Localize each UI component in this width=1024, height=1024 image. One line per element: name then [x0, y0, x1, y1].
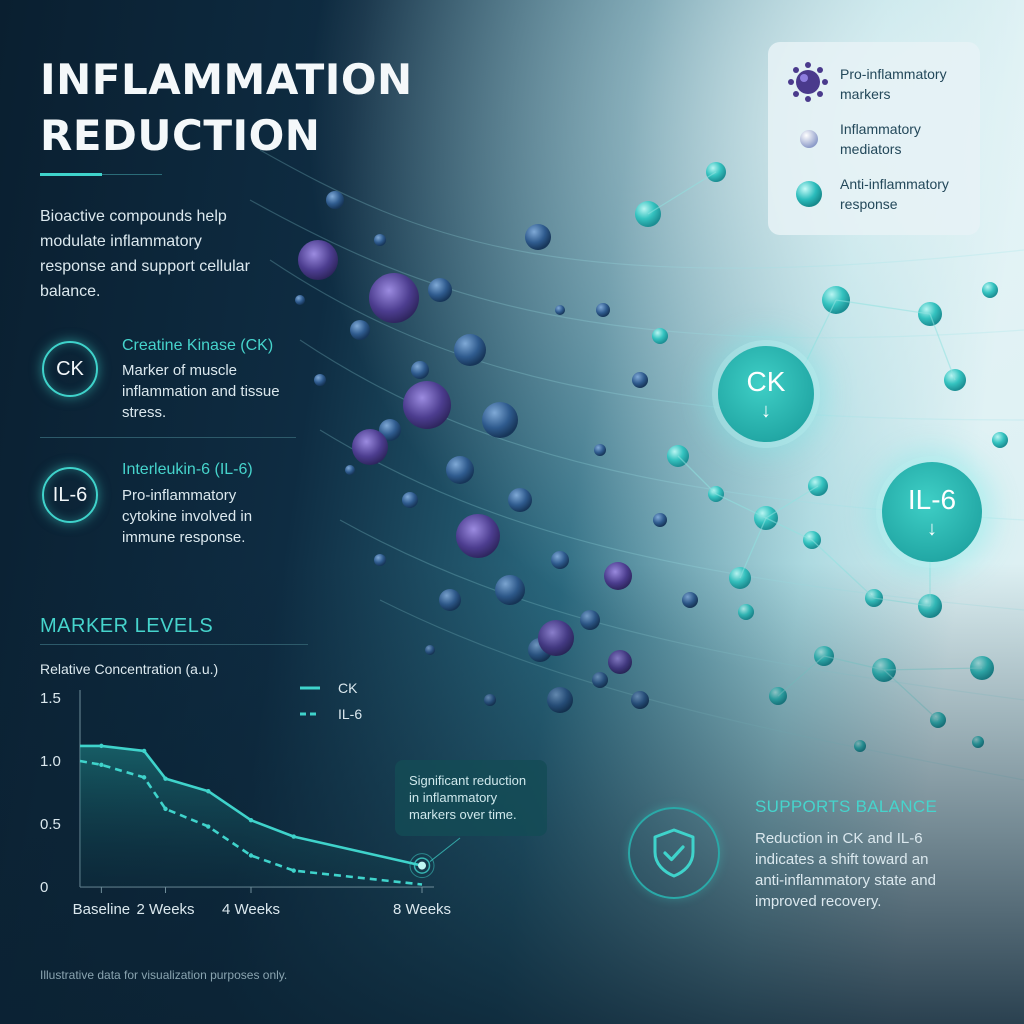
ck-description: Marker of muscle inflammation and tissue… [122, 362, 280, 421]
x-tick-label: Baseline [73, 901, 131, 918]
x-tick-label: 8 Weeks [393, 901, 451, 918]
sphere-icon [800, 130, 818, 148]
legend-panel: Pro-inflammatory markers Inflammatory me… [768, 42, 980, 235]
series-ck-point [141, 748, 147, 754]
intro-text: Bioactive compounds help modulate inflam… [40, 208, 250, 300]
series-ck-point [291, 834, 296, 839]
series-il6-line [79, 759, 423, 886]
il6-description: Pro-inflammatory cytokine involved in im… [122, 487, 253, 546]
ck-marker-label: CK [746, 366, 786, 397]
down-arrow-icon: ↓ [927, 518, 937, 540]
title-rule [102, 174, 162, 175]
il6-badge: IL-6 [42, 467, 98, 523]
marker-divider [40, 437, 296, 438]
page-title: INFLAMMATION REDUCTION [40, 52, 413, 164]
legend-label-anti-inflammatory: Anti-inflammatory response [840, 176, 949, 212]
x-tick-label: 4 Weeks [222, 901, 280, 918]
legend-label-ck: CK [338, 680, 358, 696]
legend-label-il6: IL-6 [338, 706, 362, 722]
chart-section-rule [40, 644, 308, 645]
y-tick-label: 1.0 [40, 753, 61, 770]
series-il6-point [163, 806, 168, 812]
endpoint-dot [418, 861, 426, 870]
series-ck-area [80, 745, 422, 887]
series-il6-point [248, 853, 254, 858]
endpoint-ring [413, 857, 431, 874]
shield-badge [628, 807, 720, 899]
il6-marker-label: IL-6 [907, 484, 957, 515]
ck-badge: CK [42, 341, 98, 397]
chart-annotation: Significant reduction in inflammatory ma… [395, 760, 547, 836]
series-il6-point [291, 868, 296, 873]
x-tick-label: 2 Weeks [136, 901, 194, 918]
ck-reduction-marker: CK ↓ [718, 346, 814, 442]
il6-name: Interleukin-6 (IL-6) [122, 461, 253, 478]
annotation-leader-line [429, 837, 461, 862]
series-il6-point [206, 824, 211, 829]
y-tick-label: 0.5 [40, 816, 61, 833]
legend-label-pro-inflammatory: Pro-inflammatory markers [840, 66, 947, 102]
il6-reduction-marker: IL-6 ↓ [882, 462, 982, 562]
series-ck-point [163, 776, 168, 781]
footnote: Illustrative data for visualization purp… [40, 968, 288, 982]
title-accent-rule [40, 173, 102, 176]
chart-y-axis-label: Relative Concentration (a.u.) [40, 661, 219, 677]
series-ck-point [248, 818, 254, 823]
series-il6-point [99, 762, 104, 767]
balance-description: Reduction in CK and IL-6 indicates a shi… [755, 830, 936, 910]
legend-label-mediators: Inflammatory mediators [840, 121, 921, 157]
balance-title: SUPPORTS BALANCE [755, 797, 938, 816]
title-line-2: REDUCTION [40, 111, 321, 160]
series-ck-line [80, 744, 423, 867]
shield-check-icon [653, 828, 695, 878]
down-arrow-icon: ↓ [761, 400, 771, 422]
chart-section-title: MARKER LEVELS [40, 615, 214, 637]
series-il6-point [141, 775, 147, 780]
endpoint-halo [409, 853, 435, 879]
series-ck-point [99, 743, 104, 749]
ck-name: Creatine Kinase (CK) [122, 337, 274, 354]
sphere-icon [796, 181, 822, 207]
y-tick-label: 0 [40, 879, 48, 896]
series-ck-point [206, 789, 211, 794]
y-tick-label: 1.5 [40, 690, 61, 707]
virus-icon [788, 62, 828, 102]
title-line-1: INFLAMMATION [40, 55, 413, 104]
